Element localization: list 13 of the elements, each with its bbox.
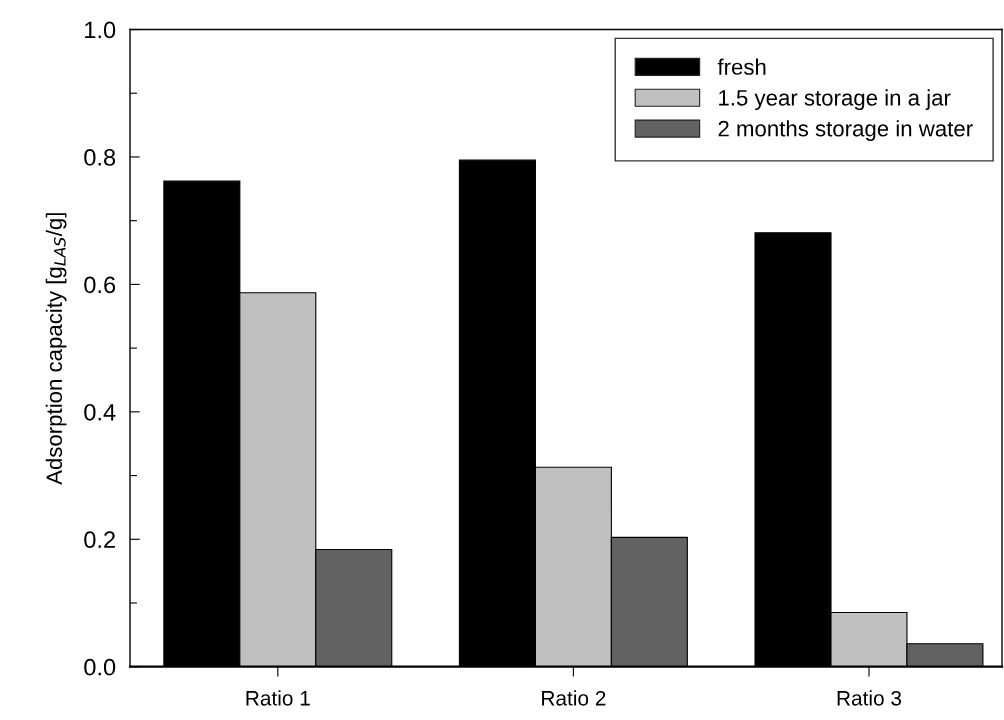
- legend-label: 1.5 year storage in a jar: [719, 89, 951, 111]
- legend-label: 2 months storage in water: [718, 120, 973, 141]
- x-tick-label: Ratio 2: [542, 690, 606, 706]
- x-tick-label: Ratio 3: [837, 690, 902, 706]
- y-tick-label: 0.0: [84, 658, 116, 676]
- x-tick-label: Ratio 1: [246, 690, 310, 706]
- y-axis-title: Adsorption capacity [g$_{LAS}$/g]: [45, 213, 67, 485]
- legend-label: fresh: [717, 58, 766, 75]
- y-tick-label: 1.0: [85, 21, 116, 39]
- y-tick-label: 0.6: [84, 276, 116, 294]
- y-tick-label: 0.2: [84, 531, 115, 549]
- y-tick-label: 0.4: [84, 403, 116, 421]
- y-tick-label: 0.8: [84, 149, 116, 166]
